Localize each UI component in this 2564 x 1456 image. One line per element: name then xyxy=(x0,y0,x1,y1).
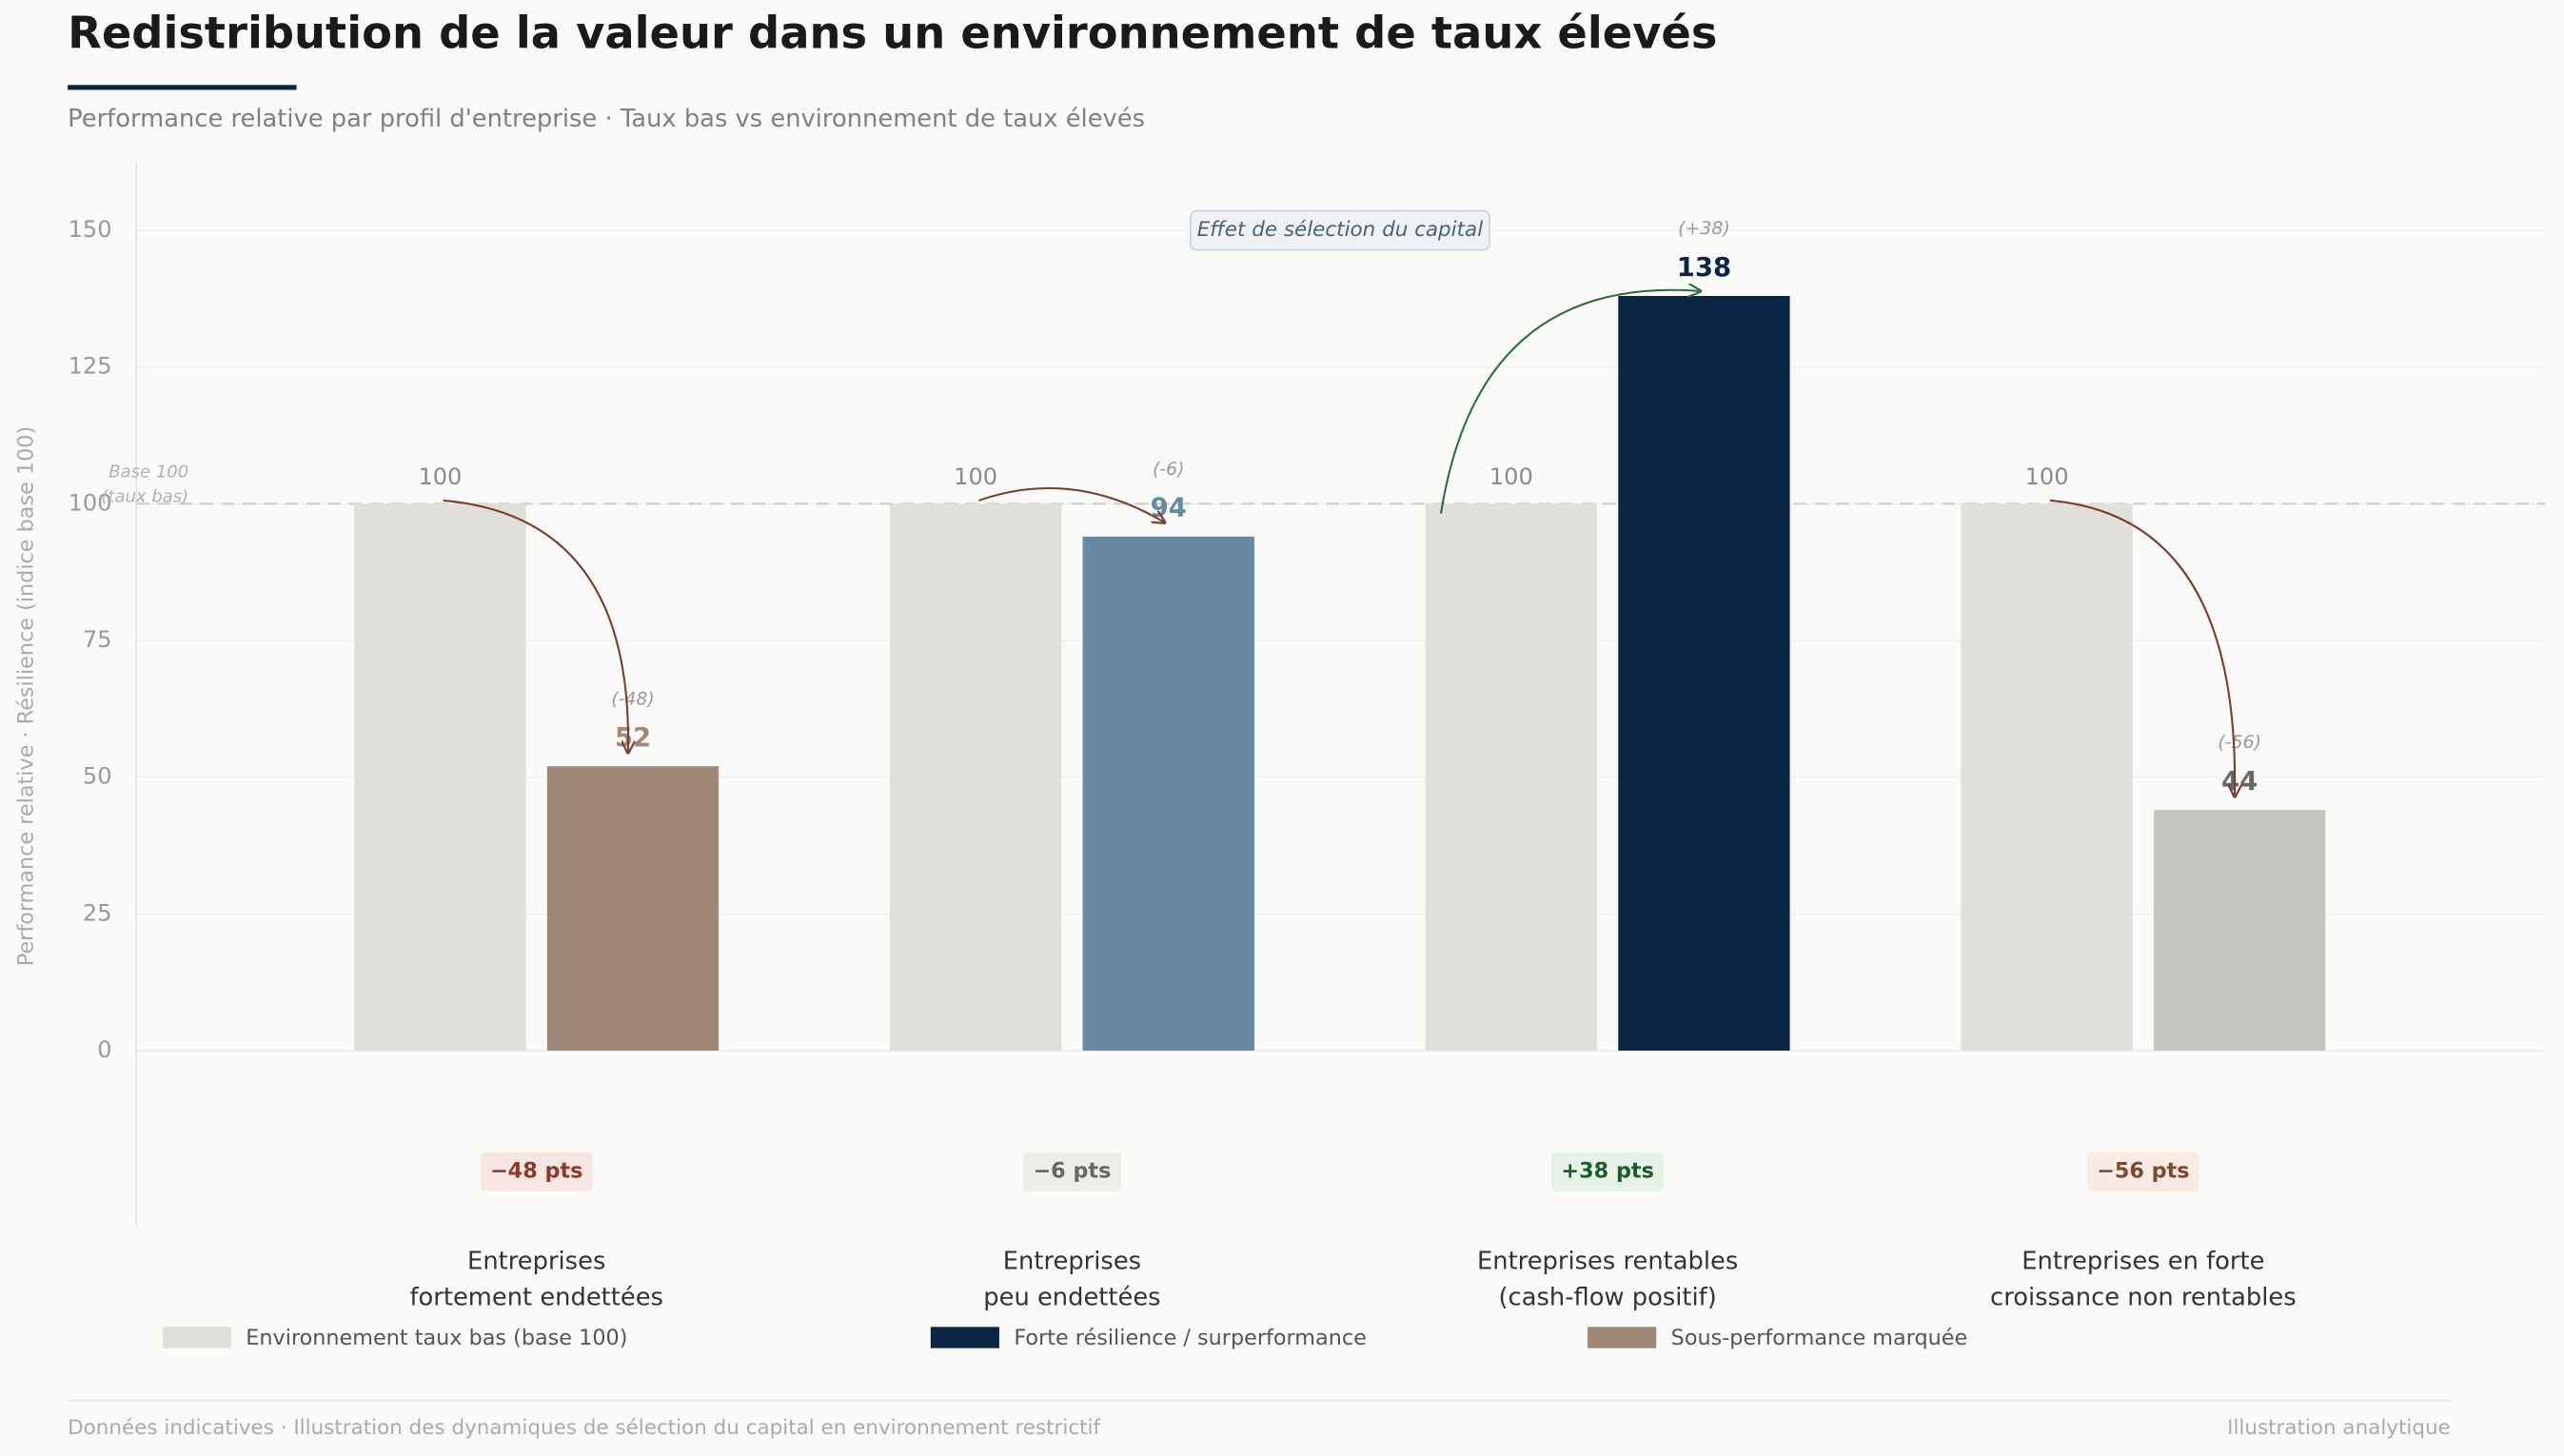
x-tick-label: Entreprises fortement endettées xyxy=(409,1247,663,1311)
x-tick-label-line: Entreprises xyxy=(467,1247,605,1275)
legend-label: Environnement taux bas (base 100) xyxy=(246,1326,627,1350)
chart-title: Redistribution de la valeur dans un envi… xyxy=(68,7,1717,58)
delta-label: −48 pts xyxy=(490,1159,582,1184)
legend-label: Forte résilience / surperformance xyxy=(1014,1326,1366,1350)
value-label: 100 xyxy=(954,463,997,490)
change-label: (-48) xyxy=(611,688,655,709)
legend-label: Sous-performance marquée xyxy=(1671,1326,1968,1350)
y-tick-label: 125 xyxy=(69,353,112,380)
value-label: 44 xyxy=(2221,767,2258,797)
y-axis-label: Performance relative · Résilience (indic… xyxy=(14,426,39,966)
delta-badge xyxy=(1023,1151,1121,1191)
x-tick-label: Entreprises peu endettées xyxy=(983,1247,1160,1311)
change-label: (-56) xyxy=(2218,732,2261,753)
change-arrow xyxy=(443,499,628,752)
y-tick-label: 25 xyxy=(83,899,112,926)
footer-note: Données indicatives · Illustration des d… xyxy=(68,1416,1100,1440)
y-tick-label: 0 xyxy=(97,1036,111,1063)
x-tick-label-line: fortement endettées xyxy=(409,1283,663,1311)
delta-badge xyxy=(1551,1151,1665,1191)
value-label: 100 xyxy=(2025,463,2069,490)
value-label: 100 xyxy=(1489,463,1533,490)
x-tick-label-line: (cash-flow positif) xyxy=(1499,1283,1717,1311)
x-tick-label-line: Entreprises en forte xyxy=(2022,1247,2264,1275)
delta-badge xyxy=(480,1151,593,1191)
delta-badge xyxy=(2086,1151,2199,1191)
title-underline xyxy=(68,85,297,90)
change-label: (-6) xyxy=(1153,459,1185,480)
y-tick-label: 50 xyxy=(83,763,112,790)
bar xyxy=(1961,503,2133,1051)
footer-credit: Illustration analytique xyxy=(2227,1416,2451,1440)
bar xyxy=(1425,503,1597,1051)
change-arrow xyxy=(1439,290,1699,514)
bar xyxy=(1082,536,1254,1051)
value-label: 52 xyxy=(615,723,651,753)
delta-label: −56 pts xyxy=(2097,1159,2189,1184)
bar xyxy=(1618,296,1790,1051)
bar xyxy=(889,503,1062,1051)
annotation: Effet de sélection du capital xyxy=(1189,209,1490,251)
delta-label: +38 pts xyxy=(1561,1159,1653,1184)
x-tick-label-line: Entreprises rentables xyxy=(1477,1247,1738,1275)
x-tick-label: Entreprises en forte croissance non renta… xyxy=(1990,1247,2297,1311)
x-tick-label: Entreprises rentables (cash-flow positif) xyxy=(1477,1247,1738,1311)
reference-label-line: (taux bas) xyxy=(101,486,188,506)
value-label: 138 xyxy=(1677,253,1731,283)
bar xyxy=(546,766,720,1051)
x-tick-label-line: Entreprises xyxy=(1003,1247,1141,1275)
value-label: 100 xyxy=(418,463,462,490)
legend-swatch xyxy=(162,1327,231,1348)
x-tick-label-line: croissance non rentables xyxy=(1990,1283,2297,1311)
legend-swatch xyxy=(930,1327,999,1348)
annotation-text: Effet de sélection du capital xyxy=(1197,218,1483,242)
legend-swatch xyxy=(1588,1327,1657,1348)
y-tick-label: 150 xyxy=(69,216,112,243)
bar xyxy=(354,503,526,1051)
reference-label-line: Base 100 xyxy=(108,462,188,482)
annotation-box xyxy=(1189,209,1490,251)
y-tick-label: 75 xyxy=(83,626,112,653)
change-arrow xyxy=(2049,499,2235,796)
bar xyxy=(2154,810,2326,1051)
delta-label: −6 pts xyxy=(1033,1159,1111,1184)
reference-label: Base 100 (taux bas) xyxy=(101,462,188,507)
change-label: (+38) xyxy=(1678,218,1730,239)
value-label: 94 xyxy=(1151,494,1187,523)
chart-subtitle: Performance relative par profil d'entrep… xyxy=(68,105,1145,133)
y-tick-label: 100 xyxy=(69,489,112,516)
x-tick-label-line: peu endettées xyxy=(983,1283,1160,1311)
change-arrow xyxy=(978,487,1164,521)
